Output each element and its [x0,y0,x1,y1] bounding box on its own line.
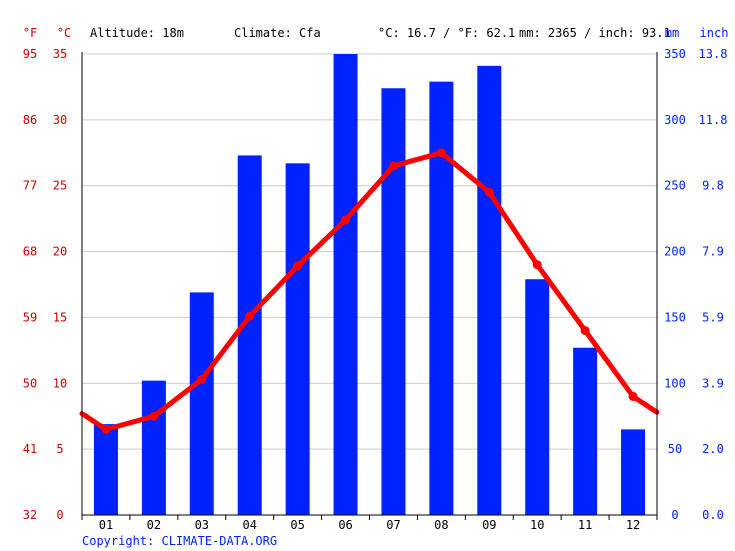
celsius-tick-label: 0 [56,508,63,522]
fahrenheit-tick-label: 41 [23,442,37,456]
temperature-point [388,161,398,171]
mm-tick-label: 300 [664,113,686,127]
mm-tick-label: 50 [668,442,682,456]
celsius-tick-label: 30 [53,113,67,127]
celsius-tick-label: 35 [53,47,67,61]
fahrenheit-tick-label: 59 [23,310,37,324]
mm-tick-label: 350 [664,47,686,61]
temperature-point [101,424,111,434]
month-tick-label: 04 [242,518,256,532]
fahrenheit-tick-label: 86 [23,113,37,127]
temperature-point [149,411,159,421]
precipitation-bar [525,279,550,515]
temperature-series-line [79,150,660,432]
celsius-tick-label: 10 [53,376,67,390]
tick-labels: 32 0 0 0.0 41 5 50 2.0 50 10 100 3.9 59 15 150 5.9 68 20 2… [23,47,728,532]
fahrenheit-tick-label: 95 [23,47,37,61]
precipitation-bar [93,424,118,515]
month-tick-label: 03 [195,518,209,532]
precipitation-bar [189,292,214,515]
precipitation-bar [573,347,598,515]
temperature-line [79,148,660,434]
precip-unit-inch: inch [700,26,729,40]
precipitation-bar [333,54,358,515]
fahrenheit-tick-label: 77 [23,179,37,193]
inch-tick-label: 2.0 [702,442,724,456]
month-tick-label: 02 [147,518,161,532]
month-tick-label: 06 [338,518,352,532]
celsius-tick-label: 5 [56,442,63,456]
axes [81,52,658,520]
fahrenheit-tick-label: 50 [23,376,37,390]
precipitation-bar [141,380,166,515]
month-tick-label: 12 [626,518,640,532]
inch-tick-label: 0.0 [702,508,724,522]
inch-tick-label: 3.9 [702,376,724,390]
avg-temperature-label: °C: 16.7 / °F: 62.1 [378,26,515,40]
month-tick-label: 05 [290,518,304,532]
temp-unit-celsius: °C [57,26,71,40]
altitude-label: Altitude: 18m [90,26,184,40]
inch-tick-label: 11.8 [699,113,728,127]
mm-tick-label: 0 [671,508,678,522]
mm-tick-label: 150 [664,310,686,324]
month-tick-label: 10 [530,518,544,532]
temperature-point [580,326,590,336]
month-tick-label: 07 [386,518,400,532]
precipitation-bar [621,429,646,515]
mm-tick-label: 250 [664,179,686,193]
celsius-tick-label: 25 [53,179,67,193]
month-tick-label: 08 [434,518,448,532]
inch-tick-label: 5.9 [702,310,724,324]
temperature-point [293,261,303,271]
inch-tick-label: 9.8 [702,179,724,193]
month-tick-label: 11 [578,518,592,532]
header: °F °C Altitude: 18m Climate: Cfa °C: 16.… [23,26,729,40]
precipitation-bar [237,155,262,516]
celsius-tick-label: 20 [53,245,67,259]
mm-tick-label: 200 [664,245,686,259]
precipitation-bar [285,163,310,515]
temperature-point [341,215,351,225]
celsius-tick-label: 15 [53,310,67,324]
temp-unit-fahrenheit: °F [23,26,37,40]
month-tick-label: 01 [99,518,113,532]
grid-lines [82,53,657,450]
temperature-point [484,187,494,197]
fahrenheit-tick-label: 32 [23,508,37,522]
precipitation-bars [93,54,646,516]
climate-label: Climate: Cfa [234,26,321,40]
fahrenheit-tick-label: 68 [23,245,37,259]
precip-unit-mm: mm [665,26,679,40]
month-tick-label: 09 [482,518,496,532]
precipitation-bar [477,65,502,516]
precipitation-bar [429,81,454,515]
inch-tick-label: 13.8 [699,47,728,61]
temperature-point [436,148,446,158]
temperature-point [245,311,255,321]
temperature-point [532,260,542,270]
inch-tick-label: 7.9 [702,245,724,259]
mm-tick-label: 100 [664,376,686,390]
temperature-point [628,391,638,401]
total-precipitation-label: mm: 2365 / inch: 93.1 [519,26,671,40]
precipitation-bar [381,88,406,515]
copyright-link[interactable]: Copyright: CLIMATE-DATA.ORG [82,534,277,548]
temperature-point [197,374,207,384]
